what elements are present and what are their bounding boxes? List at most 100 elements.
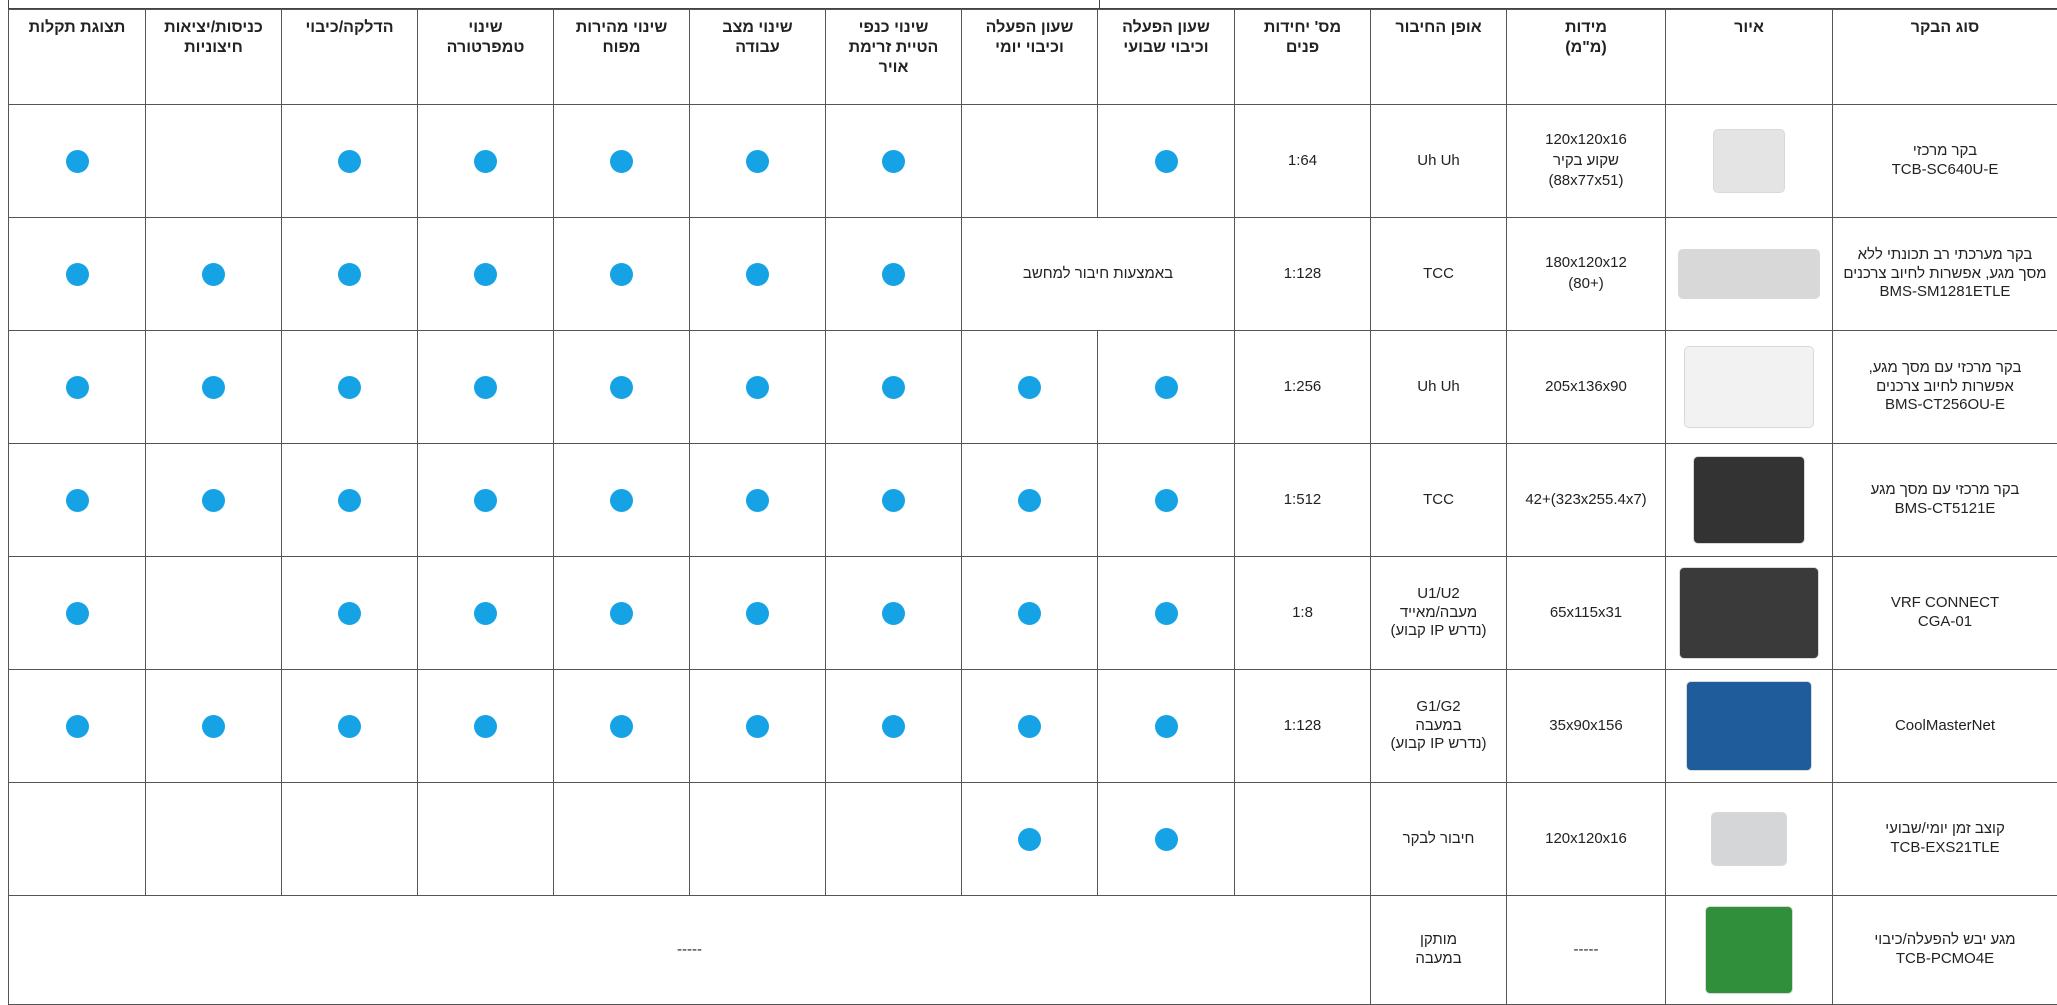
connection: חיבור לבקר [1371,783,1507,896]
header-text: כניסות/יציאות [150,18,277,38]
feature-dot [66,602,89,625]
feature-dot [202,263,225,286]
feature-cell [962,557,1098,670]
feature-dot [610,150,633,173]
feature-dot [1155,150,1178,173]
dimensions: 65x115x31 [1507,557,1666,670]
feature-cell [282,444,418,557]
feature-dot [66,715,89,738]
feature-cell [9,105,146,218]
name-line: מסך מגע, אפשרות לחיוב צרכנים [1837,265,2053,284]
feature-cell: באמצעות חיבור למחשב [962,218,1235,331]
feature-cell [282,783,418,896]
feature-dot [338,150,361,173]
name-line: מגע יבש להפעלה/כיבוי [1837,931,2053,950]
feature-cell [826,557,962,670]
feature-dot [1018,489,1041,512]
connection-line: Uh Uh [1375,152,1502,171]
header-text: מפוח [558,38,685,58]
illustration [1666,896,1833,1005]
connection-line: במעבה [1375,717,1502,736]
controller-name: בקר מרכזי עם מסך מגע,אפשרות לחיוב צרכנים… [1833,331,2057,444]
feature-dot [202,489,225,512]
feature-dot [882,489,905,512]
illustration [1666,331,1833,444]
feature-cell [9,218,146,331]
connection: Uh Uh [1371,331,1507,444]
header-text: תצוגת תקלות [13,18,141,38]
feature-dot [338,602,361,625]
feature-cell [146,783,282,896]
top-divider [1099,0,1100,9]
feature-cell [146,557,282,670]
indoor-units: 1:256 [1235,331,1371,444]
header-text: אויר [830,58,957,78]
connection-line: מותקן [1375,931,1502,950]
feature-dot [1155,715,1178,738]
header-text: הדלקה/כיבוי [286,18,413,38]
header-text: שינוי כנפי [830,18,957,38]
header-cell: אופן החיבור [1371,10,1507,105]
name-line: TCB-SC640U-E [1837,161,2053,180]
feature-dot [882,376,905,399]
connection: TCC [1371,218,1507,331]
feature-dot [610,263,633,286]
connection-line: G1/G2 [1375,698,1502,717]
header-text: וכיבוי יומי [966,38,1093,58]
connection-line: במעבה [1375,950,1502,969]
header-text: שינוי מצב [694,18,821,38]
feature-cell [1098,670,1235,783]
header-text: סוג הבקר [1837,18,2053,38]
illustration [1666,444,1833,557]
feature-cell [690,670,826,783]
name-line: CGA-01 [1837,613,2053,632]
feature-cell [554,444,690,557]
cell-text: 1:8 [1239,604,1366,623]
header-text: שעון הפעלה [1102,18,1230,38]
feature-dot [746,263,769,286]
feature-dot [610,602,633,625]
feature-dot [474,715,497,738]
feature-dot [882,715,905,738]
header-cell: הדלקה/כיבוי [282,10,418,105]
dims-line: 180x120x12 [1511,254,1661,273]
connection: Uh Uh [1371,105,1507,218]
name-line: קוצב זמן יומי/שבועי [1837,820,2053,839]
connection-line: חיבור לבקר [1375,830,1502,849]
feature-cell [826,783,962,896]
feature-cell [9,783,146,896]
feature-cell [418,105,554,218]
feature-cell [690,444,826,557]
feature-cell [826,218,962,331]
illustration [1666,670,1833,783]
feature-dot [66,376,89,399]
feature-dot [882,263,905,286]
feature-dot [1018,715,1041,738]
cell-text: באמצעות חיבור למחשב [966,265,1230,284]
top-border [8,0,2057,9]
feature-cell [962,783,1098,896]
feature-cell [282,105,418,218]
connection: TCC [1371,444,1507,557]
header-text: שינוי מהירות [558,18,685,38]
feature-cell [690,105,826,218]
feature-dot [1155,828,1178,851]
feature-cell [1098,105,1235,218]
header-cell: סוג הבקר [1833,10,2057,105]
feature-cell [282,218,418,331]
dims-line: 205x136x90 [1511,378,1661,397]
header-text: מידות [1511,18,1661,38]
indoor-units: 1:512 [1235,444,1371,557]
feature-cell [554,218,690,331]
dimensions: 35x90x156 [1507,670,1666,783]
feature-cell [690,331,826,444]
